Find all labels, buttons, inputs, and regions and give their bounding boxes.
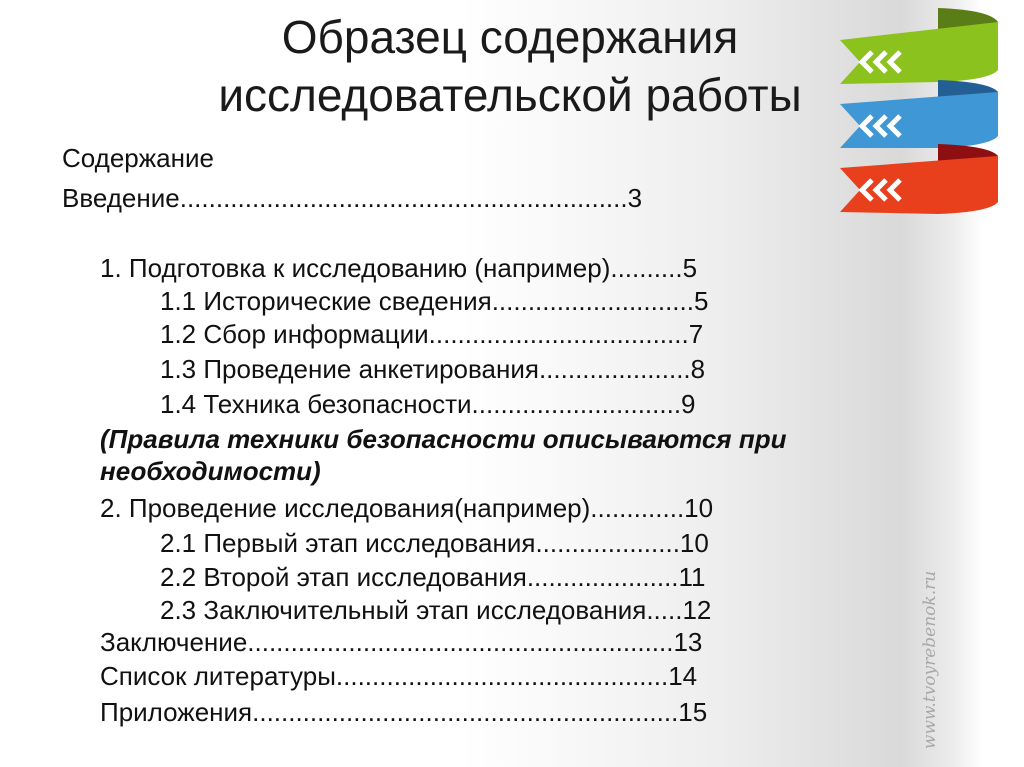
green-ribbon: [840, 8, 998, 84]
toc-intro: Введение................................…: [62, 183, 643, 213]
toc-note: (Правила техники безопасности описываютс…: [100, 424, 787, 454]
ribbon-decoration: [840, 8, 998, 214]
toc-item: 1.2 Сбор информации.....................…: [160, 319, 704, 349]
toc-item: 1.3 Проведение анкетирования............…: [160, 354, 706, 384]
toc-heading: Содержание: [62, 143, 214, 173]
toc-item: Список литературы.......................…: [100, 661, 698, 691]
toc-item: 2.3 Заключительный этап исследования....…: [160, 595, 712, 625]
chevrons-icon: [858, 50, 902, 74]
toc-item: Приложения..............................…: [100, 697, 708, 727]
toc-item: 1. Подготовка к исследованию (например).…: [100, 253, 698, 283]
toc-item: 1.4 Техника безопасности................…: [160, 389, 696, 419]
chevrons-icon: [858, 114, 902, 138]
blue-ribbon: [840, 80, 998, 148]
title-line-1: Образец содержания: [281, 11, 739, 63]
toc-item: 2.1 Первый этап исследования............…: [160, 528, 709, 558]
toc-item: Заключение..............................…: [100, 627, 703, 657]
chevrons-icon: [858, 178, 902, 202]
toc-note: необходимости): [100, 456, 321, 486]
slide-title: Образец содержания исследовательской раб…: [120, 8, 900, 124]
toc-item: 1.1 Исторические сведения...............…: [160, 286, 709, 316]
red-ribbon: [840, 144, 998, 214]
toc-item: 2. Проведение исследования(например)....…: [100, 493, 714, 523]
title-line-2: исследовательской работы: [218, 69, 802, 121]
toc-item: 2.2 Второй этап исследования............…: [160, 562, 706, 592]
watermark: www.tvoyrebenok.ru: [920, 570, 940, 750]
